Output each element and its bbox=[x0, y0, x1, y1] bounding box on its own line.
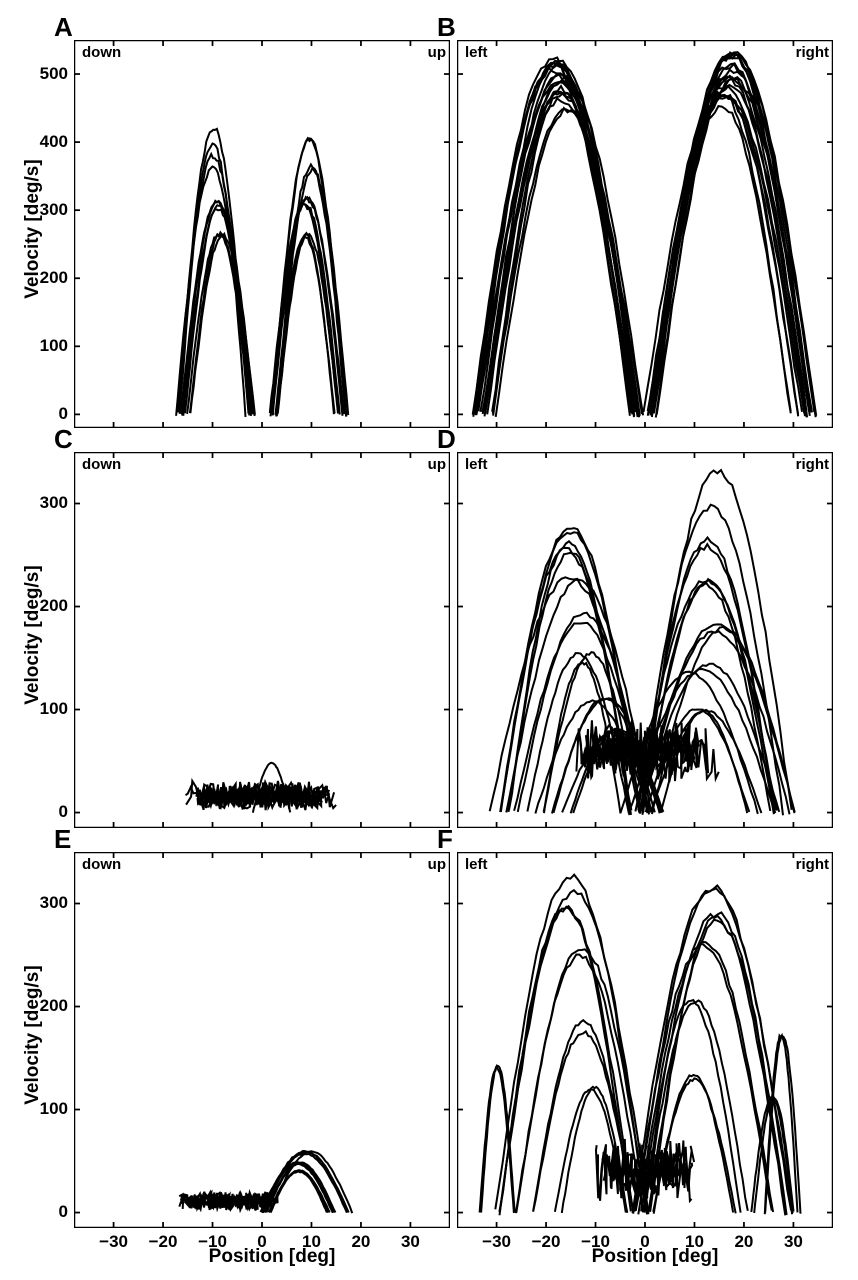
panel-A-svg bbox=[74, 40, 450, 428]
corner-right-E: up bbox=[400, 856, 446, 873]
panel-F bbox=[457, 852, 833, 1228]
xlabel-col1: Position [deg] bbox=[575, 1246, 735, 1268]
traces bbox=[480, 875, 801, 1216]
panel-E bbox=[74, 852, 450, 1228]
corner-right-A: up bbox=[400, 44, 446, 61]
axis-box bbox=[74, 40, 450, 428]
traces bbox=[473, 52, 817, 417]
corner-right-F: right bbox=[783, 856, 829, 873]
panel-C-svg bbox=[74, 452, 450, 828]
traces bbox=[179, 1151, 352, 1213]
ytick-label: 100 bbox=[24, 336, 68, 356]
ytick-label: 0 bbox=[24, 802, 68, 822]
figure: 0100200300400500AdownupVelocity [deg/s]B… bbox=[0, 0, 858, 1280]
panel-E-svg bbox=[74, 852, 450, 1228]
corner-right-C: up bbox=[400, 456, 446, 473]
axis-box bbox=[74, 452, 450, 828]
ytick-label: 300 bbox=[24, 493, 68, 513]
corner-left-F: left bbox=[465, 856, 488, 873]
xtick-label: −30 bbox=[94, 1232, 134, 1252]
corner-left-E: down bbox=[82, 856, 121, 873]
ylabel-C: Velocity [deg/s] bbox=[22, 555, 44, 715]
panel-F-svg bbox=[457, 852, 833, 1228]
panel-D bbox=[457, 452, 833, 828]
panel-letter-E: E bbox=[54, 824, 71, 855]
panel-B-svg bbox=[457, 40, 833, 428]
ytick-label: 300 bbox=[24, 893, 68, 913]
panel-B bbox=[457, 40, 833, 428]
traces bbox=[490, 470, 795, 815]
panel-A bbox=[74, 40, 450, 428]
xtick-label: −30 bbox=[477, 1232, 517, 1252]
corner-right-D: right bbox=[783, 456, 829, 473]
corner-left-A: down bbox=[82, 44, 121, 61]
panel-letter-A: A bbox=[54, 12, 73, 43]
corner-right-B: right bbox=[783, 44, 829, 61]
ylabel-E: Velocity [deg/s] bbox=[22, 955, 44, 1115]
ytick-label: 500 bbox=[24, 64, 68, 84]
panel-letter-F: F bbox=[437, 824, 453, 855]
corner-left-C: down bbox=[82, 456, 121, 473]
ytick-label: 0 bbox=[24, 1202, 68, 1222]
traces bbox=[186, 763, 337, 813]
xtick-label: 30 bbox=[390, 1232, 430, 1252]
xtick-label: −20 bbox=[143, 1232, 183, 1252]
panel-letter-B: B bbox=[437, 12, 456, 43]
xtick-label: −20 bbox=[526, 1232, 566, 1252]
corner-left-B: left bbox=[465, 44, 488, 61]
xtick-label: 30 bbox=[773, 1232, 813, 1252]
panel-D-svg bbox=[457, 452, 833, 828]
xlabel-col0: Position [deg] bbox=[192, 1246, 352, 1268]
panel-letter-D: D bbox=[437, 424, 456, 455]
corner-left-D: left bbox=[465, 456, 488, 473]
ytick-label: 0 bbox=[24, 404, 68, 424]
ylabel-A: Velocity [deg/s] bbox=[22, 149, 44, 309]
traces bbox=[176, 129, 348, 417]
trace-arch bbox=[648, 96, 798, 417]
panel-letter-C: C bbox=[54, 424, 73, 455]
panel-C bbox=[74, 452, 450, 828]
axis-box bbox=[74, 852, 450, 1228]
